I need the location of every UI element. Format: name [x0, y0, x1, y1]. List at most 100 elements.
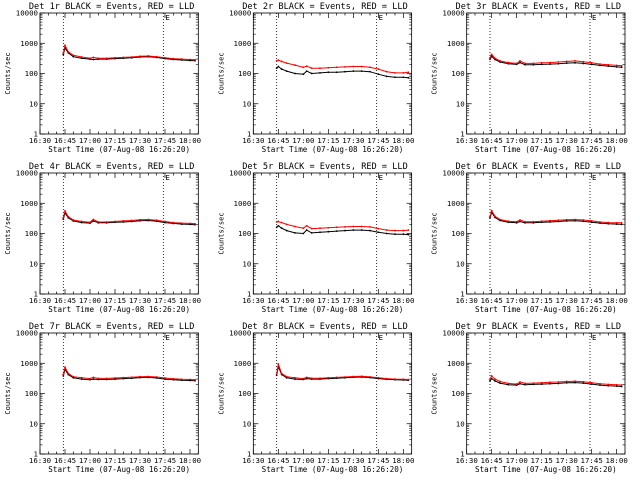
chart-title: Det 7r BLACK = Events, RED = LLD	[29, 322, 195, 332]
data-point-lld	[130, 219, 133, 222]
data-point-lld	[507, 61, 510, 64]
y-tick-label: 10	[456, 419, 465, 428]
data-point-lld	[64, 44, 66, 47]
data-point-events	[335, 230, 338, 233]
data-point-lld	[494, 378, 496, 380]
data-point-lld	[574, 380, 576, 383]
x-tick-label: 17:15	[531, 296, 553, 305]
data-point-events	[524, 383, 526, 386]
chart-title: Det 6r BLACK = Events, RED = LLD	[456, 162, 622, 172]
data-point-lld	[172, 377, 175, 380]
x-tick-label: 17:15	[317, 456, 339, 465]
data-point-events	[285, 70, 288, 73]
x-tick-label: 18:00	[392, 296, 414, 305]
data-point-lld	[189, 378, 191, 381]
x-tick-label: 17:00	[79, 136, 101, 145]
data-point-events	[565, 62, 568, 65]
data-point-events	[507, 383, 510, 386]
data-point-events	[402, 233, 405, 236]
y-tick-label: 100	[25, 389, 38, 398]
series-line-lld	[489, 375, 622, 386]
plot-frame	[466, 332, 626, 455]
plot-frame	[466, 172, 626, 295]
y-tick-label: 10	[242, 259, 251, 268]
data-point-lld	[549, 381, 551, 384]
x-axis-label: Start Time (07-Aug-08 16:26:20)	[475, 305, 617, 314]
data-point-lld	[275, 221, 278, 223]
data-point-lld	[327, 376, 330, 379]
series-line-events	[62, 211, 196, 226]
x-tick-label: 17:15	[317, 296, 339, 305]
chart-panel-4: Det 4r BLACK = Events, RED = LLD 16:30 16:…	[4, 162, 201, 314]
data-point-events	[377, 73, 380, 76]
data-point-lld	[620, 384, 623, 386]
chart-title: Det 3r BLACK = Events, RED = LLD	[456, 2, 622, 12]
data-point-lld	[402, 71, 405, 74]
data-point-lld	[64, 366, 66, 369]
data-point-lld	[310, 377, 313, 380]
data-point-lld	[352, 225, 355, 228]
y-tick-label: 1000	[20, 199, 38, 208]
chart-title: Det 9r BLACK = Events, RED = LLD	[456, 322, 622, 332]
x-tick-label: 18:00	[606, 456, 628, 465]
plot-frame	[39, 172, 199, 295]
x-tick-label: 16:30	[456, 296, 478, 305]
data-point-lld	[524, 220, 526, 223]
x-tick-label: 16:45	[267, 136, 289, 145]
x-tick-label: 17:15	[104, 296, 126, 305]
data-point-lld	[607, 63, 610, 66]
data-point-lld	[344, 376, 346, 378]
x-tick-label: 17:45	[367, 136, 389, 145]
data-point-lld	[285, 223, 288, 226]
y-tick-label: 1000	[447, 199, 465, 208]
data-point-events	[620, 223, 623, 226]
data-point-events	[532, 63, 535, 66]
series-line-lld	[489, 53, 622, 67]
chart-panel-7: Det 7r BLACK = Events, RED = LLD 16:30 16:…	[4, 322, 201, 474]
data-point-events	[352, 70, 355, 73]
series-line-events	[62, 46, 196, 62]
data-point-lld	[540, 220, 543, 223]
x-tick-label: 16:45	[481, 296, 503, 305]
data-point-lld	[122, 376, 125, 379]
data-point-events	[302, 73, 305, 76]
data-point-events	[599, 384, 601, 386]
x-axis-label: Start Time (07-Aug-08 16:26:20)	[48, 465, 190, 474]
data-point-lld	[275, 373, 278, 375]
data-point-events	[524, 63, 526, 66]
x-tick-label: 17:15	[104, 136, 126, 145]
data-point-events	[275, 374, 278, 377]
data-point-lld	[67, 50, 70, 53]
y-tick-label: 100	[451, 229, 464, 238]
y-tick-label: 10000	[442, 9, 464, 18]
data-point-lld	[352, 65, 355, 68]
data-point-lld	[524, 382, 526, 385]
data-point-lld	[565, 60, 568, 63]
data-point-events	[319, 71, 321, 74]
data-point-events	[582, 382, 585, 385]
chart-panel-6: Det 6r BLACK = Events, RED = LLD 16:30 16:…	[431, 162, 628, 314]
data-point-events	[607, 65, 610, 68]
data-point-lld	[64, 209, 66, 212]
series-line-lld	[276, 220, 409, 232]
x-tick-label: 16:30	[29, 456, 51, 465]
data-point-lld	[285, 375, 288, 378]
data-point-lld	[369, 226, 371, 228]
data-point-lld	[565, 380, 568, 383]
data-point-events	[280, 68, 283, 70]
y-tick-label: 10	[456, 259, 465, 268]
data-point-events	[615, 385, 618, 388]
data-point-events	[72, 55, 75, 58]
data-point-lld	[139, 375, 141, 378]
data-point-lld	[327, 226, 330, 229]
chart-panel-8: Det 8r BLACK = Events, RED = LLD 16:30 16:…	[217, 322, 414, 474]
data-point-events	[352, 229, 355, 231]
data-point-lld	[620, 221, 623, 224]
x-tick-label: 17:45	[154, 456, 176, 465]
data-point-lld	[280, 372, 283, 375]
data-point-lld	[540, 381, 543, 384]
data-point-lld	[122, 220, 125, 222]
data-point-lld	[360, 375, 363, 378]
data-point-lld	[607, 221, 610, 224]
x-tick-label: 17:45	[154, 136, 176, 145]
